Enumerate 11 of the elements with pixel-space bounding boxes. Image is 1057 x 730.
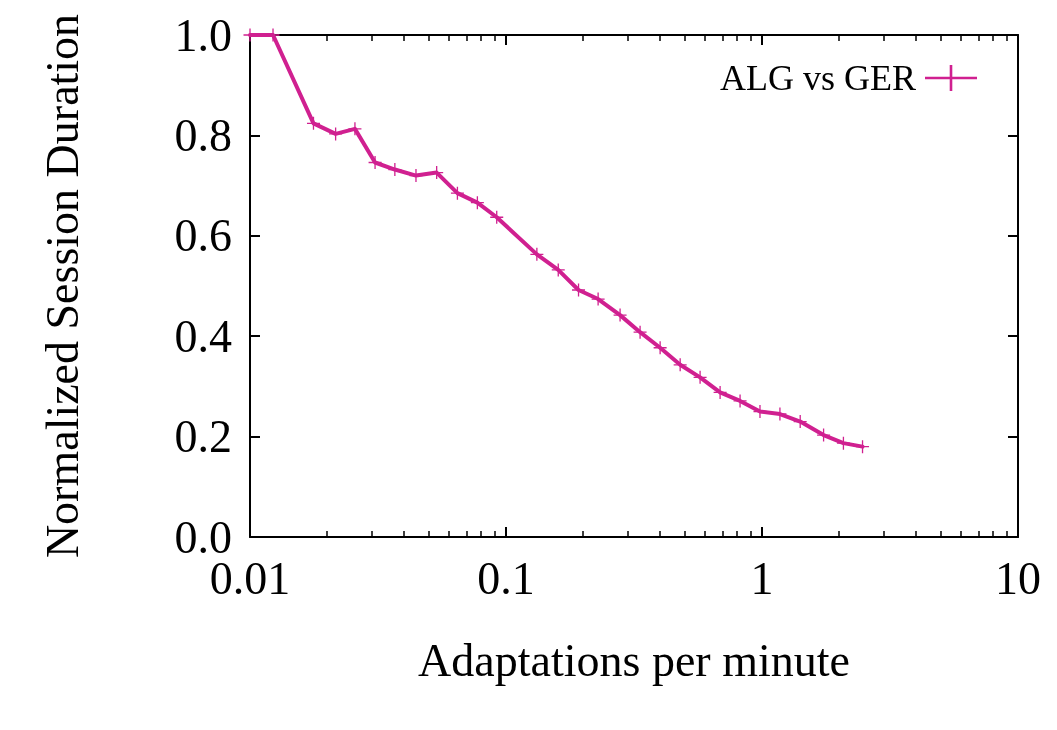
y-tick-label: 1.0: [174, 9, 232, 61]
y-tick-label: 0.8: [174, 109, 232, 161]
y-axis-title: Normalized Session Duration: [36, 13, 88, 559]
x-tick-label: 10: [995, 552, 1041, 604]
y-tick-label: 0.6: [174, 210, 232, 262]
x-tick-label: 0.1: [477, 552, 535, 604]
y-tick-label: 0.4: [174, 310, 232, 362]
x-axis-title: Adaptations per minute: [418, 634, 850, 686]
legend-label: ALG vs GER: [720, 58, 916, 98]
y-tick-label: 0.2: [174, 411, 232, 463]
x-tick-label: 1: [750, 552, 774, 604]
